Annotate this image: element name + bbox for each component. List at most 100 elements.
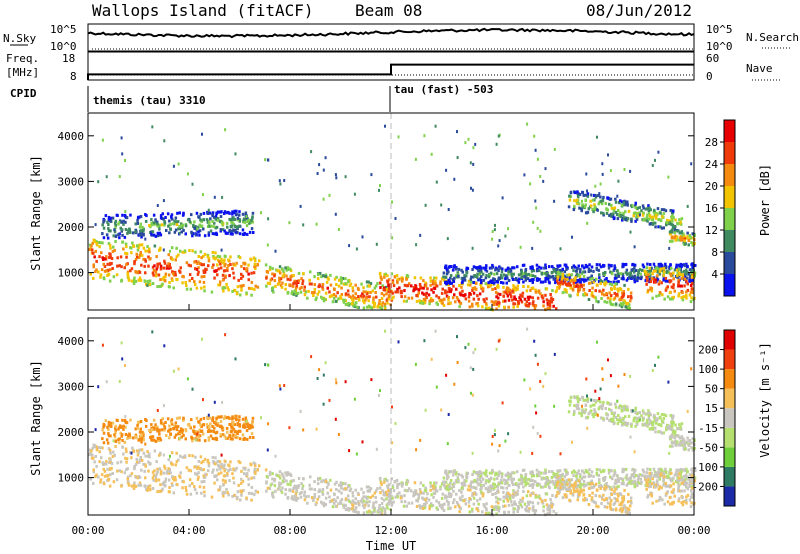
- power-cell: [236, 230, 239, 234]
- power-cell: [505, 288, 508, 292]
- power-cell: [136, 221, 139, 225]
- power-cell: [469, 277, 473, 281]
- velocity-cell: [545, 492, 549, 496]
- velocity-cell: [124, 447, 128, 451]
- power-cell: [247, 278, 250, 282]
- velocity-cell: [140, 440, 143, 444]
- power-cell: [168, 264, 171, 268]
- power-cell: [656, 270, 660, 274]
- velocity-cell: [324, 480, 328, 483]
- power-cell: [176, 278, 179, 282]
- power-cell: [552, 268, 556, 272]
- velocity-cell: [88, 453, 91, 457]
- power-cell: [577, 264, 580, 268]
- power-cell: [662, 212, 666, 216]
- velocity-cell: [514, 502, 517, 506]
- velocity-cell: [248, 435, 252, 439]
- velocity-cell: [417, 493, 421, 497]
- velocity-cell: [239, 489, 242, 493]
- velocity-cell: [229, 468, 232, 471]
- power-cell: [532, 269, 535, 273]
- power-cell: [652, 280, 656, 284]
- velocity-cell: [132, 487, 136, 490]
- velocity-cell: [513, 471, 516, 475]
- power-cell: [453, 276, 456, 280]
- velocity-cell: [340, 486, 343, 490]
- power-cell: [687, 239, 690, 242]
- velocity-cell: [583, 475, 587, 479]
- velocity-cell: [550, 505, 554, 509]
- power-cell: [125, 263, 128, 267]
- power-cell: [108, 279, 112, 283]
- velocity-cell: [684, 473, 688, 477]
- velocity-cell: [633, 483, 636, 487]
- power-cell: [322, 197, 325, 201]
- power-cell: [677, 238, 680, 242]
- power-cell: [199, 250, 203, 254]
- power-cell: [215, 233, 219, 236]
- velocity-cell: [507, 510, 510, 514]
- power-cell: [491, 237, 494, 241]
- velocity-cell: [480, 486, 483, 490]
- power-cell: [235, 226, 239, 230]
- velocity-cell: [124, 433, 128, 436]
- power-cell: [389, 290, 393, 294]
- velocity-cell: [612, 485, 615, 489]
- power-cell: [211, 265, 214, 269]
- velocity-cell: [163, 464, 166, 468]
- power-cell: [617, 280, 620, 284]
- velocity-cell: [171, 484, 174, 487]
- velocity-cell: [372, 508, 376, 512]
- velocity-cell: [144, 424, 148, 428]
- power-cell: [471, 304, 474, 308]
- velocity-cell: [633, 475, 636, 479]
- velocity-cell: [495, 477, 499, 481]
- velocity-cell: [292, 479, 295, 483]
- velocity-cell: [191, 482, 194, 485]
- velocity-cell: [198, 485, 202, 489]
- power-cell: [481, 287, 485, 291]
- power-cell: [431, 298, 435, 302]
- nave-tick-bottom: 0: [706, 70, 713, 83]
- power-cell: [649, 269, 652, 273]
- velocity-cell: [331, 505, 335, 509]
- power-cell: [693, 274, 696, 278]
- power-cell: [360, 282, 363, 286]
- power-cell: [623, 299, 626, 303]
- power-cell: [200, 256, 203, 260]
- velocity-cell: [391, 486, 395, 489]
- power-cell: [551, 289, 554, 292]
- power-cell: [116, 264, 119, 268]
- power-cell: [286, 266, 290, 270]
- power-cell: [328, 295, 332, 299]
- velocity-cell: [174, 421, 178, 425]
- velocity-cell: [406, 479, 410, 483]
- power-cell: [577, 274, 581, 278]
- power-cell: [626, 272, 629, 276]
- power-cell: [600, 280, 604, 284]
- power-cell: [497, 300, 500, 304]
- velocity-cell: [302, 477, 305, 481]
- power-cell: [690, 241, 693, 244]
- power-cell: [656, 278, 660, 282]
- power-cell: [614, 302, 618, 306]
- power-cell: [250, 219, 253, 222]
- power-cell: [677, 294, 680, 298]
- power-cell: [282, 269, 285, 273]
- power-cell: [167, 262, 170, 266]
- power-cell: [627, 287, 630, 291]
- power-cell: [585, 293, 589, 297]
- velocity-cell: [469, 488, 472, 492]
- velocity-cell: [138, 481, 142, 485]
- velocity-cell: [168, 424, 171, 428]
- power-cell: [682, 295, 685, 299]
- velocity-cell: [478, 482, 482, 486]
- power-cell: [130, 251, 133, 255]
- power-cell: [278, 265, 282, 269]
- power-cell: [689, 236, 693, 240]
- velocity-cell: [621, 477, 625, 481]
- power-cell: [486, 285, 490, 289]
- velocity-cell: [421, 505, 424, 509]
- velocity-cell: [158, 432, 161, 436]
